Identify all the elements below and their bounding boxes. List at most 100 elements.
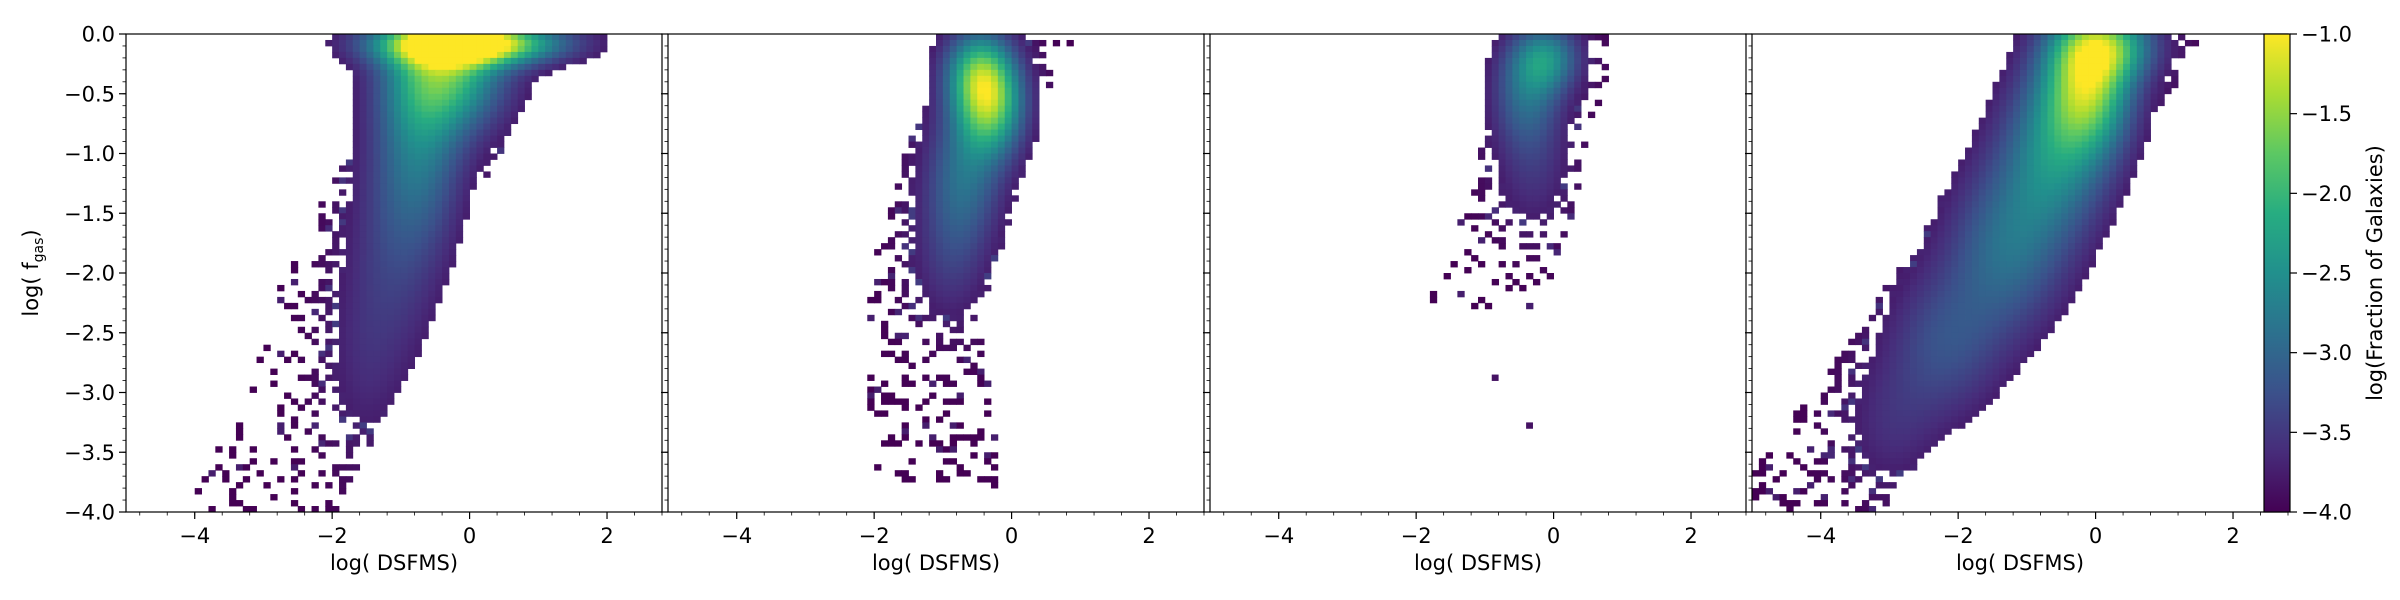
heatmap-cell (1965, 290, 1973, 298)
heatmap-cell (421, 45, 429, 53)
heatmap-cell (373, 332, 381, 340)
heatmap-cell (1820, 500, 1828, 507)
heatmap-cell (1923, 308, 1932, 316)
heatmap-cell (442, 153, 450, 160)
heatmap-cell (339, 207, 347, 214)
heatmap-cell (462, 51, 470, 59)
heatmap-cell (1512, 51, 1520, 59)
heatmap-cell (1923, 422, 1932, 429)
heatmap-cell (1491, 39, 1500, 47)
heatmap-cell (887, 398, 896, 405)
colorbar-tick-label: −3.5 (2301, 421, 2352, 445)
heatmap-cell (2136, 45, 2145, 53)
heatmap-cell (1581, 75, 1589, 83)
heatmap-cell (977, 249, 985, 256)
heatmap-cell (2020, 326, 2028, 334)
heatmap-cell (290, 261, 299, 268)
heatmap-cell (1971, 392, 1980, 399)
heatmap-cell (1944, 416, 1952, 423)
heatmap-cell (435, 171, 443, 178)
heatmap-cell (490, 39, 498, 47)
heatmap-cell (400, 141, 409, 148)
heatmap-cell (1025, 63, 1033, 71)
heatmap-cell (373, 302, 381, 310)
heatmap-cell (1944, 255, 1952, 262)
heatmap-cell (290, 458, 299, 465)
heatmap-cell (997, 141, 1006, 148)
heatmap-cell (455, 75, 464, 83)
heatmap-cell (2068, 81, 2076, 89)
heatmap-cell (380, 356, 388, 364)
heatmap-cell (997, 99, 1006, 107)
heatmap-cell (2061, 105, 2069, 113)
heatmap-cell (2040, 249, 2048, 256)
heatmap-cell (942, 284, 951, 292)
heatmap-cell (1916, 350, 1925, 358)
heatmap-cell (1491, 207, 1500, 214)
heatmap-cell (1868, 386, 1877, 393)
heatmap-cell (970, 87, 978, 95)
heatmap-cell (1944, 338, 1952, 346)
heatmap-cell (435, 183, 443, 190)
heatmap-cell (1820, 398, 1828, 405)
heatmap-cell (901, 332, 909, 340)
heatmap-cell (497, 63, 505, 71)
heatmap-cell (1882, 464, 1890, 471)
heatmap-cell (1505, 219, 1513, 226)
heatmap-cell (963, 368, 971, 375)
heatmap-cell (373, 177, 381, 184)
heatmap-cell (2026, 332, 2035, 340)
heatmap-cell (1971, 189, 1980, 196)
heatmap-cell (1958, 344, 1966, 352)
heatmap-cell (1546, 207, 1554, 214)
heatmap-cell (2095, 165, 2103, 172)
heatmap-cell (1505, 159, 1513, 166)
heatmap-cell (428, 243, 436, 250)
heatmap-cell (2054, 105, 2062, 113)
heatmap-cell (318, 278, 326, 286)
heatmap-cell (2109, 201, 2117, 208)
heatmap-cell (469, 135, 477, 142)
heatmap-cell (1471, 302, 1479, 310)
heatmap-cell (345, 231, 354, 238)
heatmap-cell (387, 93, 395, 101)
heatmap-cell (901, 356, 909, 364)
heatmap-cell (1478, 147, 1486, 154)
y-axis-title-subscript: gas (31, 238, 47, 263)
heatmap-cell (1965, 213, 1973, 220)
heatmap-cell (359, 290, 367, 298)
heatmap-cell (936, 338, 944, 346)
heatmap-cell (380, 117, 388, 125)
heatmap-cell (2095, 243, 2103, 250)
heatmap-cell (1567, 117, 1575, 125)
heatmap-cell (380, 362, 388, 369)
heatmap-cell (949, 195, 958, 202)
heatmap-cell (1965, 302, 1973, 310)
heatmap-cell (435, 278, 443, 286)
heatmap-cell (1045, 81, 1054, 89)
heatmap-cell (990, 153, 999, 160)
heatmap-cell (1526, 105, 1534, 113)
heatmap-cell (1484, 123, 1493, 131)
y-tick-label: −1.5 (64, 202, 115, 226)
heatmap-cell (1930, 362, 1938, 369)
heatmap-cell (963, 290, 971, 298)
heatmap-cell (345, 440, 354, 447)
heatmap-cell (929, 99, 937, 107)
heatmap-cell (414, 93, 422, 101)
heatmap-cell (469, 99, 477, 107)
heatmap-cell (1793, 410, 1801, 417)
heatmap-cell (1581, 45, 1589, 53)
heatmap-cell (1011, 159, 1019, 166)
heatmap-cell (1560, 45, 1568, 53)
heatmap-cell (901, 302, 909, 310)
heatmap-cell (1889, 326, 1897, 334)
heatmap-cell (963, 237, 971, 244)
heatmap-cell (901, 153, 909, 160)
heatmap-cell (970, 296, 978, 304)
heatmap-cell (2013, 117, 2021, 125)
heatmap-cell (1546, 63, 1554, 71)
heatmap-cell (1498, 34, 1506, 41)
heatmap-cell (572, 39, 580, 47)
heatmap-cell (1965, 284, 1973, 292)
